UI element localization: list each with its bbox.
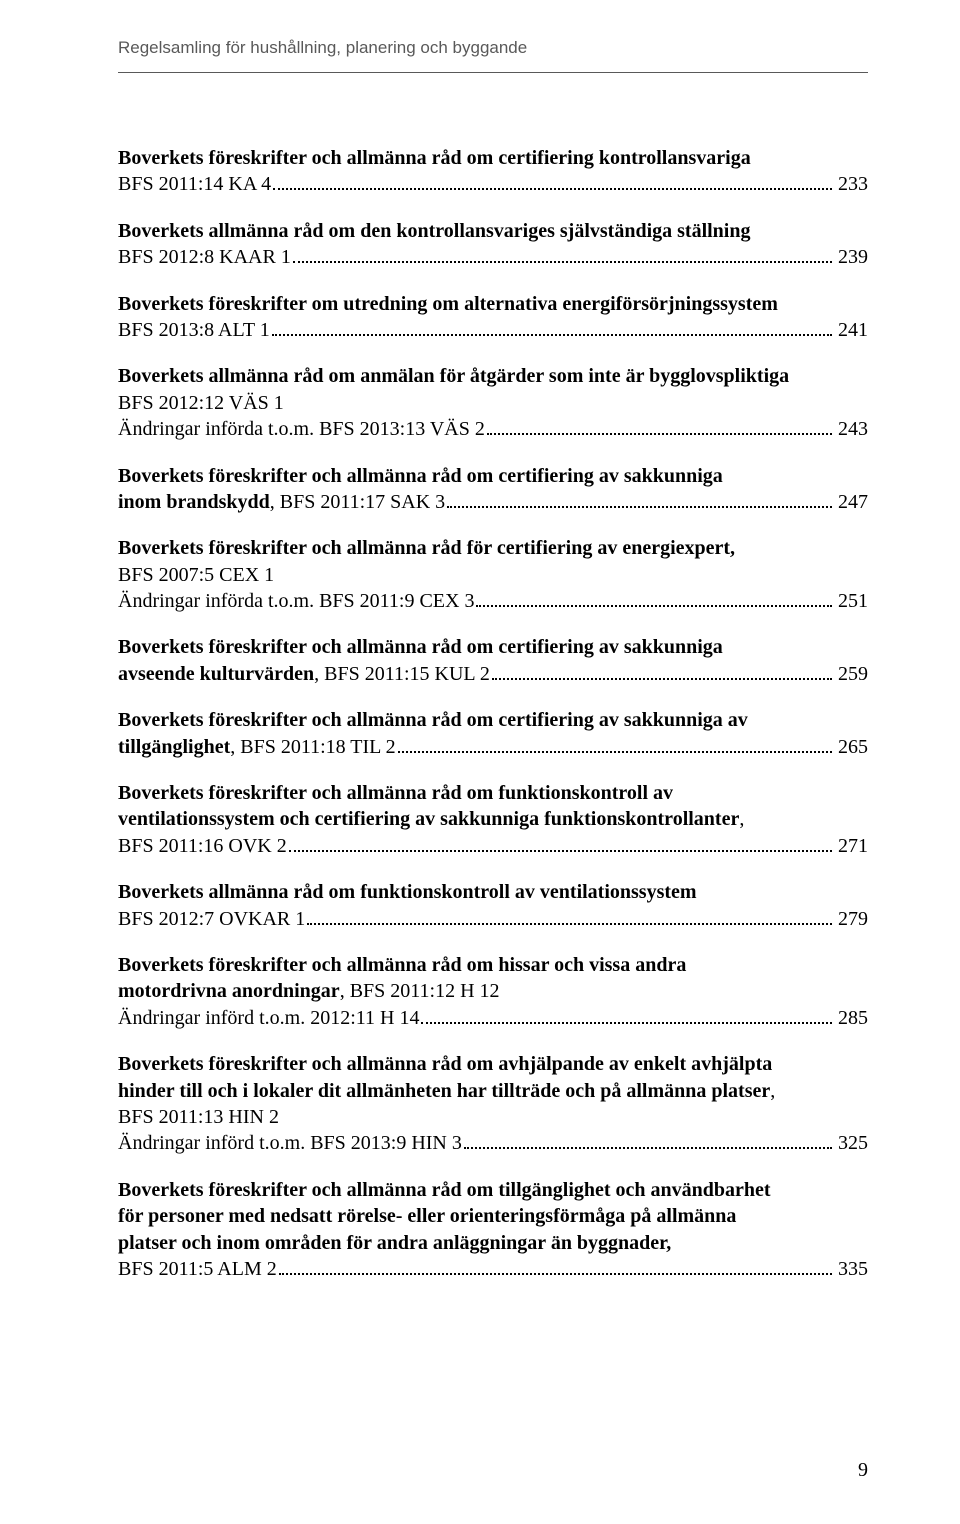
toc-entry: Boverkets föreskrifter och allmänna råd … — [118, 1177, 868, 1283]
toc-entry: Boverkets föreskrifter och allmänna råd … — [118, 780, 868, 859]
toc-entry: Boverkets föreskrifter om utredning om a… — [118, 291, 868, 344]
toc-entry: Boverkets föreskrifter och allmänna råd … — [118, 145, 868, 198]
page-header: Regelsamling för hushållning, planering … — [118, 38, 868, 58]
toc-entry: Boverkets föreskrifter och allmänna råd … — [118, 707, 868, 760]
table-of-contents: Boverkets föreskrifter och allmänna råd … — [118, 145, 868, 1282]
toc-entry: Boverkets allmänna råd om anmälan för åt… — [118, 363, 868, 442]
page-number: 9 — [858, 1459, 868, 1482]
toc-entry: Boverkets allmänna råd om funktionskontr… — [118, 879, 868, 932]
toc-entry: Boverkets allmänna råd om den kontrollan… — [118, 218, 868, 271]
toc-entry: Boverkets föreskrifter och allmänna råd … — [118, 535, 868, 614]
toc-entry: Boverkets föreskrifter och allmänna råd … — [118, 463, 868, 516]
toc-entry: Boverkets föreskrifter och allmänna råd … — [118, 952, 868, 1031]
header-divider — [118, 72, 868, 73]
toc-entry: Boverkets föreskrifter och allmänna råd … — [118, 634, 868, 687]
toc-entry: Boverkets föreskrifter och allmänna råd … — [118, 1051, 868, 1157]
